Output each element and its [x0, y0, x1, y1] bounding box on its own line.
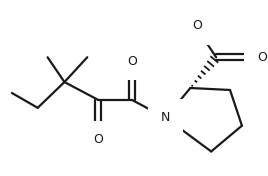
Text: O: O [93, 133, 103, 146]
Text: N: N [161, 111, 170, 124]
Text: O: O [257, 51, 267, 64]
Text: O: O [192, 19, 202, 32]
Text: O: O [127, 55, 137, 68]
